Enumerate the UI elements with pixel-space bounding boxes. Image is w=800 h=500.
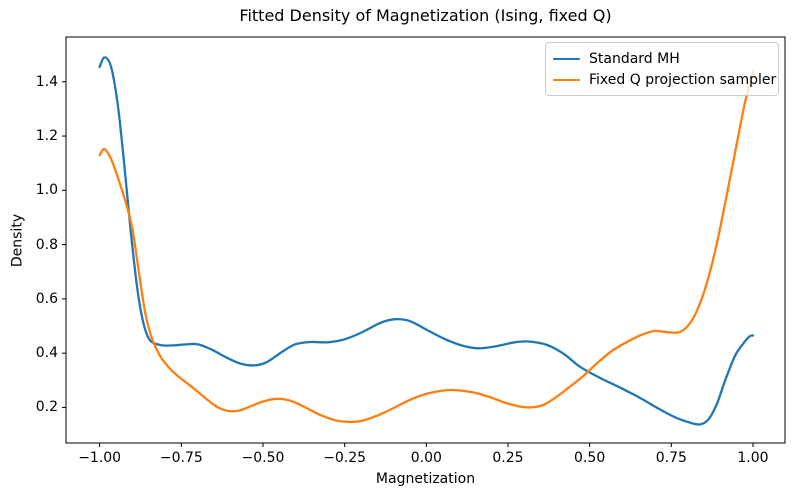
- series-line-1: [98, 69, 755, 424]
- x-tick-label: 1.00: [737, 450, 769, 466]
- x-tick-label: −1.00: [78, 450, 122, 466]
- x-tick-label: 0.75: [655, 450, 687, 466]
- y-axis-label: Density: [9, 213, 26, 268]
- legend-label: Standard MH: [589, 50, 680, 67]
- y-tick-label: 1.0: [35, 182, 58, 199]
- x-tick-label: −0.75: [159, 450, 203, 466]
- x-tick-label: 0.50: [574, 450, 606, 466]
- y-tick-label: 0.2: [35, 399, 58, 416]
- chart-title: Fitted Density of Magnetization (Ising, …: [239, 6, 612, 25]
- legend-item: Standard MH: [553, 48, 770, 69]
- legend: Standard MH Fixed Q projection sampler: [545, 42, 779, 96]
- x-axis-label: Magnetization: [375, 471, 476, 487]
- y-tick-label: 0.6: [35, 290, 58, 307]
- legend-label: Fixed Q projection sampler: [589, 71, 777, 88]
- y-tick-label: 0.4: [35, 345, 58, 362]
- series-line-0: [98, 56, 755, 426]
- legend-line-standard-mh-icon: [553, 57, 580, 60]
- y-tick-label: 1.2: [35, 128, 58, 145]
- y-tick-label: 1.4: [35, 73, 58, 90]
- x-tick-label: 0.00: [410, 450, 442, 466]
- x-tick-label: 0.25: [492, 450, 524, 466]
- x-tick-label: −0.50: [241, 450, 285, 466]
- legend-item: Fixed Q projection sampler: [553, 69, 776, 90]
- y-tick-label: 0.8: [35, 236, 58, 253]
- legend-line-fixed-q-icon: [553, 78, 580, 81]
- axes-frame: [65, 36, 786, 444]
- x-tick-label: −0.25: [323, 450, 367, 466]
